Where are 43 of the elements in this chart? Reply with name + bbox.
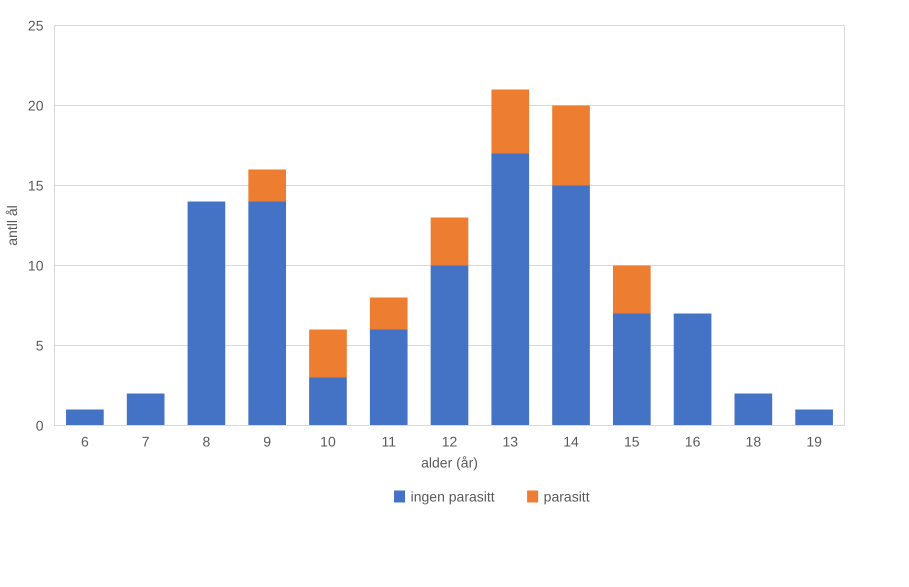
bar [430,266,468,426]
bar [248,170,286,202]
bar [795,410,833,426]
bar [491,90,530,154]
bar [552,106,590,186]
legend-label: ingen parasitt [410,488,495,504]
bar [430,218,468,266]
x-tick-label: 8 [202,434,211,450]
bar [734,394,772,426]
y-tick-label: 10 [28,258,44,274]
x-tick-label: 16 [684,434,701,450]
x-tick-label: 12 [442,434,458,450]
x-tick-label: 10 [320,434,336,450]
x-tick-label: 18 [746,434,762,450]
bar [612,314,651,426]
legend-label: parasitt [544,488,590,504]
bar [674,314,712,426]
y-tick-label: 20 [28,98,44,114]
bar [370,298,408,330]
bar [370,330,408,426]
bar [126,394,164,426]
y-tick-label: 5 [36,338,44,354]
bar [248,202,286,426]
bar [552,186,590,426]
x-tick-label: 19 [806,434,822,450]
y-axis-title: antll ål [4,205,20,246]
y-tick-label: 0 [36,418,44,434]
y-tick-label: 25 [28,18,44,34]
x-tick-label: 11 [381,434,396,450]
bar [491,154,530,426]
x-tick-label: 7 [142,434,150,450]
x-axis-title: alder (år) [421,454,478,470]
x-tick-label: 6 [80,434,89,450]
bar [188,202,226,426]
x-tick-label: 15 [624,434,640,450]
x-tick-label: 9 [263,434,272,450]
bar [309,330,347,378]
bar [612,266,651,314]
bar [66,410,104,426]
x-tick-label: 13 [502,434,518,450]
x-tick-label: 14 [563,434,580,450]
y-tick-label: 15 [28,178,44,194]
bar [309,378,347,426]
